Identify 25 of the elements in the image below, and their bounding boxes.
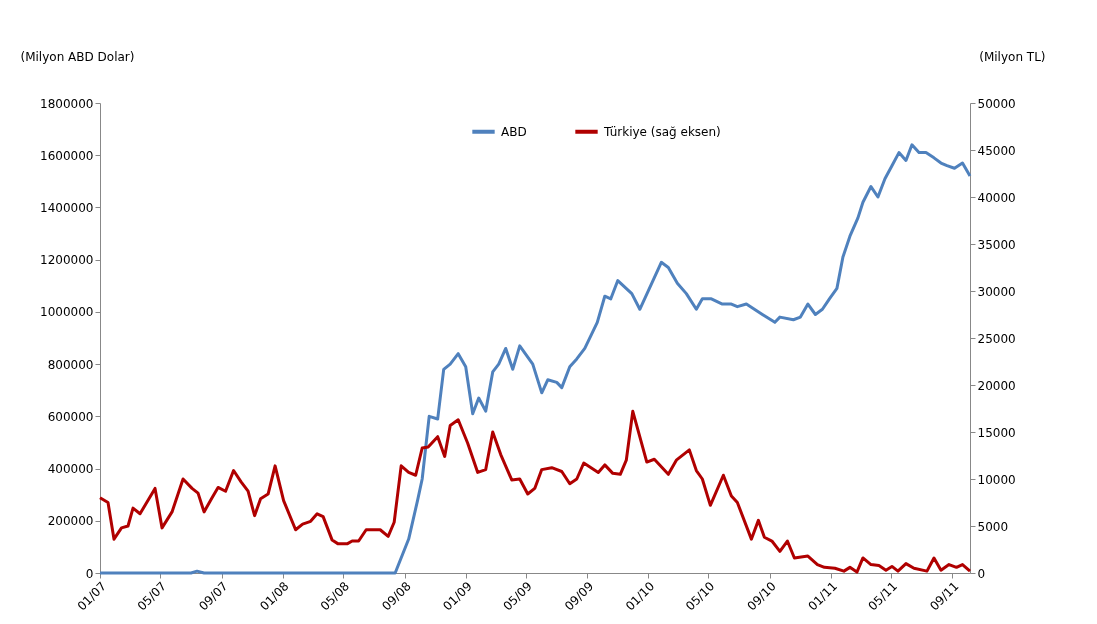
y2-tick-label: 20000 [977, 378, 1016, 393]
y2-tick-label: 35000 [977, 237, 1016, 252]
y2-tick-label: 5000 [977, 519, 1009, 534]
y-tick-label: 800000 [47, 357, 94, 372]
y-tick-label: 1800000 [40, 96, 94, 111]
legend-label: Türkiye (sağ eksen) [603, 124, 721, 139]
y-tick-label: 1000000 [40, 305, 94, 320]
y2-tick-label: 0 [977, 566, 986, 581]
y-axis-title: (Milyon ABD Dolar) [20, 49, 135, 64]
y2-tick-label: 30000 [977, 284, 1016, 299]
y-tick-label: 600000 [47, 409, 94, 424]
y2-tick-label: 10000 [977, 472, 1016, 487]
y2-axis-title: (Milyon TL) [979, 49, 1046, 64]
y-tick-label: 1400000 [40, 200, 94, 215]
legend-label: ABD [501, 124, 527, 139]
y2-tick-label: 50000 [977, 96, 1016, 111]
y2-tick-label: 40000 [977, 190, 1016, 205]
y-tick-label: 1200000 [40, 253, 94, 268]
y2-tick-label: 25000 [977, 331, 1016, 346]
y-tick-label: 400000 [47, 462, 94, 477]
y-tick-label: 200000 [47, 514, 94, 529]
y2-tick-label: 15000 [977, 425, 1016, 440]
y-tick-label: 1600000 [40, 148, 94, 163]
y-tick-label: 0 [85, 566, 94, 581]
y2-tick-label: 45000 [977, 143, 1016, 158]
